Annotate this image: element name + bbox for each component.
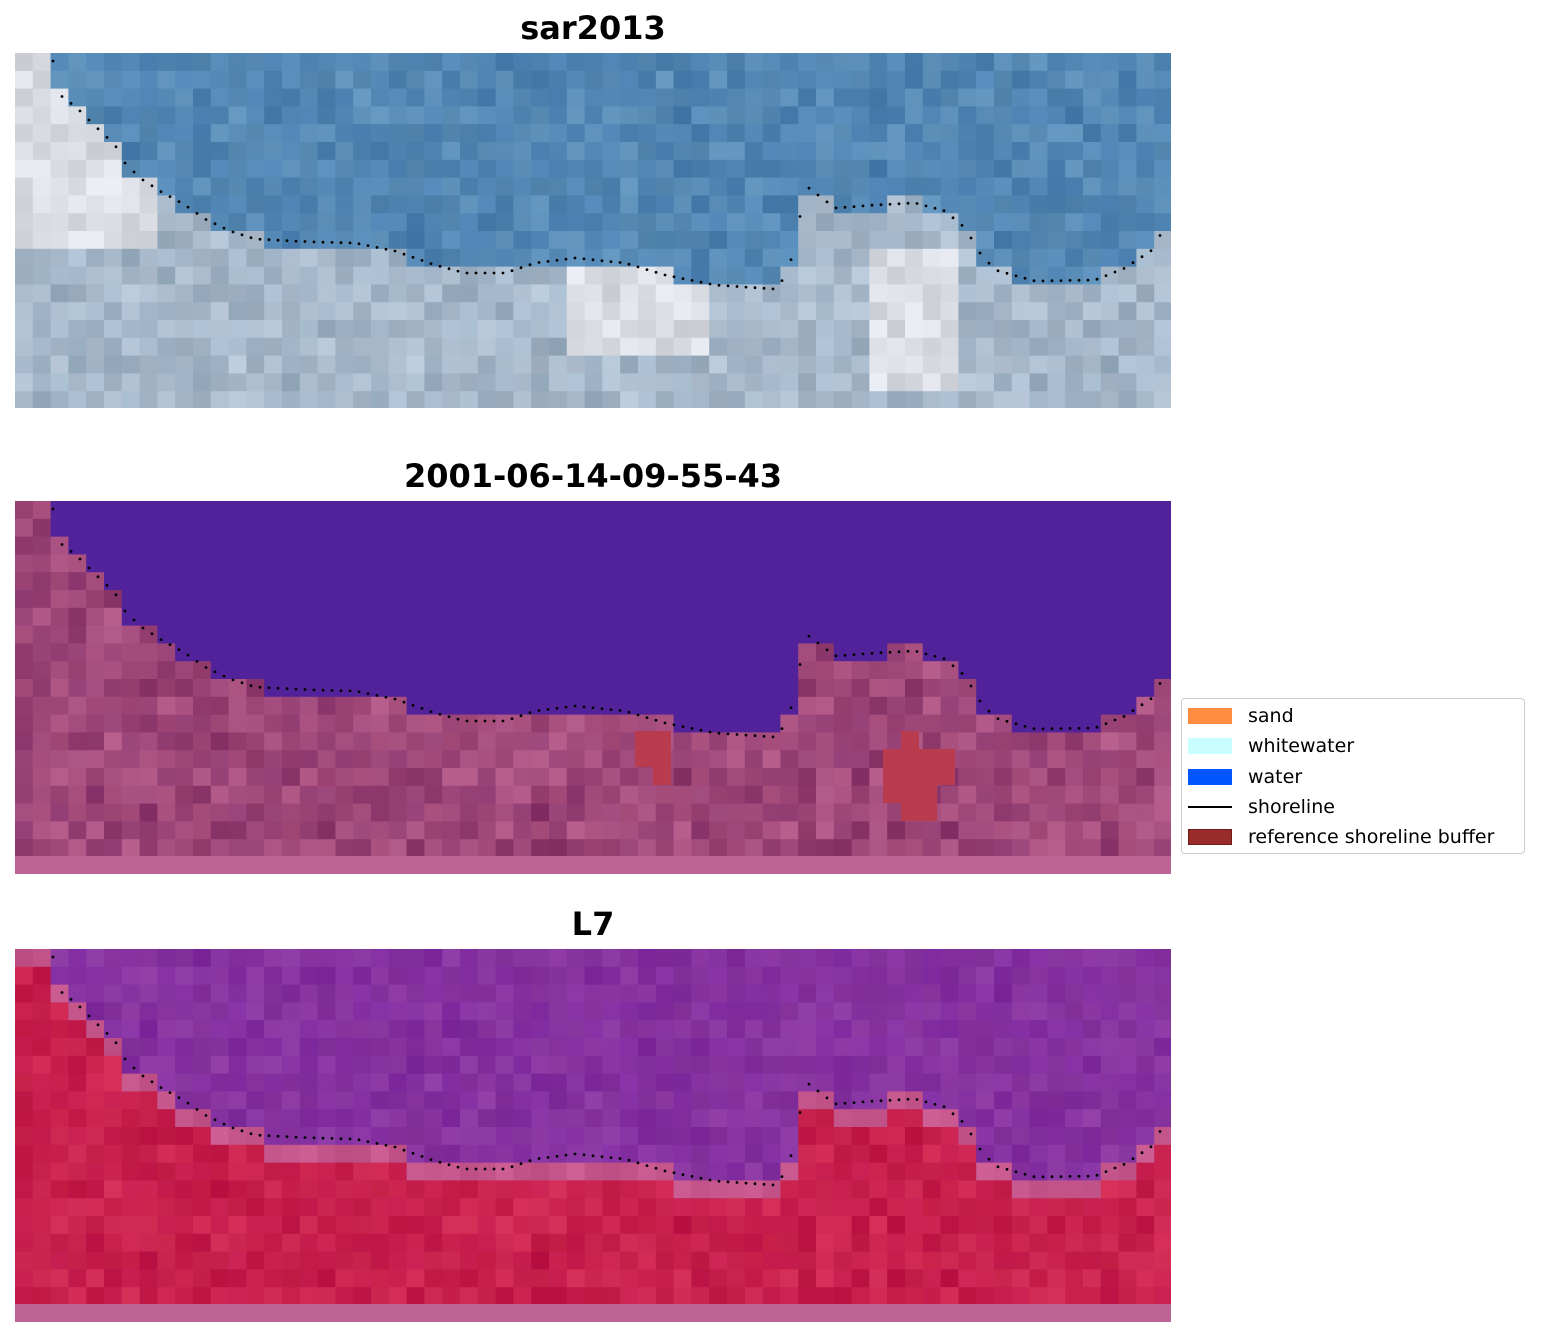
legend-item-shoreline: shoreline — [1188, 795, 1335, 819]
classified-image-panel — [15, 501, 1171, 874]
legend-item-whitewater: whitewater — [1188, 734, 1354, 758]
legend: sand whitewater water shoreline referenc… — [1181, 698, 1525, 854]
bottom-strip — [15, 856, 1171, 874]
legend-swatch-sand — [1188, 708, 1232, 724]
legend-item-reference-buffer: reference shoreline buffer — [1188, 825, 1494, 849]
pixel-grid — [15, 53, 1171, 408]
legend-line-shoreline — [1188, 806, 1232, 808]
reference-buffer-block — [901, 731, 919, 749]
pixel-grid — [15, 949, 1171, 1304]
shoreline-dots — [51, 507, 1162, 739]
panel-title-l7: L7 — [571, 905, 615, 943]
panel-title-classified: 2001-06-14-09-55-43 — [403, 457, 783, 495]
legend-item-water: water — [1188, 765, 1302, 789]
legend-swatch-water — [1188, 769, 1232, 785]
legend-item-sand: sand — [1188, 704, 1294, 728]
legend-swatch-reference-buffer — [1188, 829, 1232, 845]
reference-buffer-block — [653, 767, 671, 785]
index-image-panel — [15, 949, 1171, 1322]
reference-buffer-block — [901, 803, 937, 821]
legend-swatch-whitewater — [1188, 738, 1232, 754]
reference-buffer-block — [883, 785, 937, 803]
rgb-image-panel — [15, 53, 1171, 408]
shoreline-dots — [51, 59, 1162, 291]
legend-label-shoreline: shoreline — [1248, 796, 1335, 818]
legend-label-sand: sand — [1248, 705, 1294, 727]
legend-label-whitewater: whitewater — [1248, 735, 1355, 757]
reference-buffer-block — [883, 749, 955, 785]
legend-label-reference-buffer: reference shoreline buffer — [1248, 826, 1495, 848]
reference-buffer-block — [635, 731, 671, 767]
shoreline-dots — [51, 955, 1162, 1187]
panel-title-sar2013: sar2013 — [520, 9, 666, 47]
pixel-grid — [15, 501, 1171, 856]
legend-label-water: water — [1248, 766, 1303, 788]
bottom-strip — [15, 1304, 1171, 1322]
